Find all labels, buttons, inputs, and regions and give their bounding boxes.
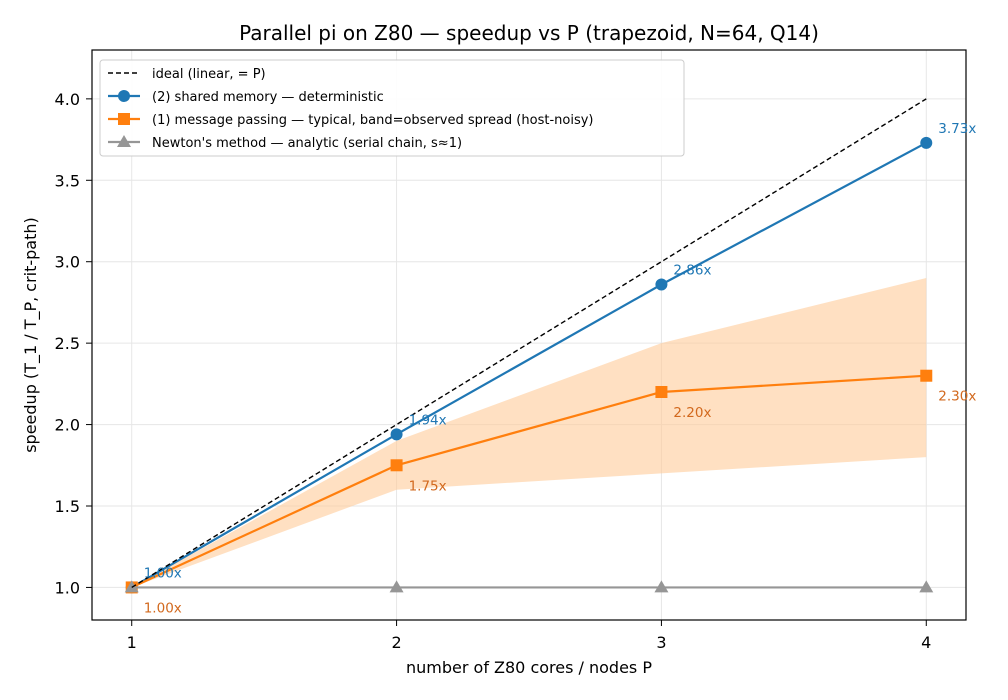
data-label: 3.73x [938, 121, 976, 137]
plot-frame [91, 49, 967, 621]
legend-box [99, 59, 685, 157]
series-layer [124, 98, 934, 594]
legend-label: (1) message passing — typical, band=obse… [152, 113, 593, 128]
legend-label: (2) shared memory — deterministic [152, 90, 384, 105]
legend-label: Newton's method — analytic (serial chain… [152, 136, 462, 151]
data-point [655, 278, 668, 291]
legend-marker [118, 113, 130, 125]
y-tick-label: 3.5 [55, 171, 80, 190]
y-tick-label: 1.0 [55, 578, 80, 597]
chart-title: Parallel pi on Z80 — speedup vs P (trape… [239, 21, 819, 45]
spread-band [131, 278, 927, 588]
data-label: 2.86x [673, 263, 711, 279]
y-axis-title: speedup (T_1 / T_P, crit-path) [21, 217, 41, 453]
data-point [920, 369, 933, 382]
legend: ideal (linear, = P) (2) shared memory — d… [99, 59, 685, 157]
data-labels: 1.00x 1.94x 2.86x 3.73x 1.00x 1.75x 2.20x 2.30x [144, 121, 977, 617]
y-tick-label: 2.0 [55, 416, 80, 435]
data-point [390, 459, 403, 472]
legend-marker [118, 90, 130, 102]
data-label: 1.94x [409, 412, 447, 428]
legend-marker [117, 135, 131, 147]
x-axis-title: number of Z80 cores / nodes P [406, 658, 652, 677]
x-tick-label: 4 [921, 633, 931, 652]
data-label: 1.00x [144, 565, 182, 581]
spread-band-layer [131, 278, 927, 588]
x-tick-label: 2 [391, 633, 401, 652]
y-tick-label: 2.5 [55, 334, 80, 353]
series-line [131, 374, 927, 589]
series-line [131, 141, 927, 589]
y-tick-label: 4.0 [55, 90, 80, 109]
data-point [124, 580, 139, 593]
data-point [655, 386, 668, 398]
series-line [131, 98, 927, 589]
y-tick-label: 1.5 [55, 497, 80, 516]
y-tick-label: 3.0 [55, 253, 80, 272]
data-label: 2.20x [673, 405, 711, 421]
axis-ticks: 1 2 3 4 1.0 1.5 2.0 2.5 3.0 3.5 4.0 [55, 90, 932, 652]
x-tick-label: 1 [127, 633, 137, 652]
legend-label: ideal (linear, = P) [152, 67, 266, 82]
data-point [389, 580, 404, 593]
data-point [919, 580, 934, 593]
data-point [390, 428, 403, 441]
data-label: 1.00x [144, 600, 182, 616]
data-label: 1.75x [409, 478, 447, 494]
data-label: 2.30x [938, 389, 976, 405]
x-tick-label: 3 [656, 633, 666, 652]
data-point [654, 580, 669, 593]
data-point [920, 136, 933, 149]
